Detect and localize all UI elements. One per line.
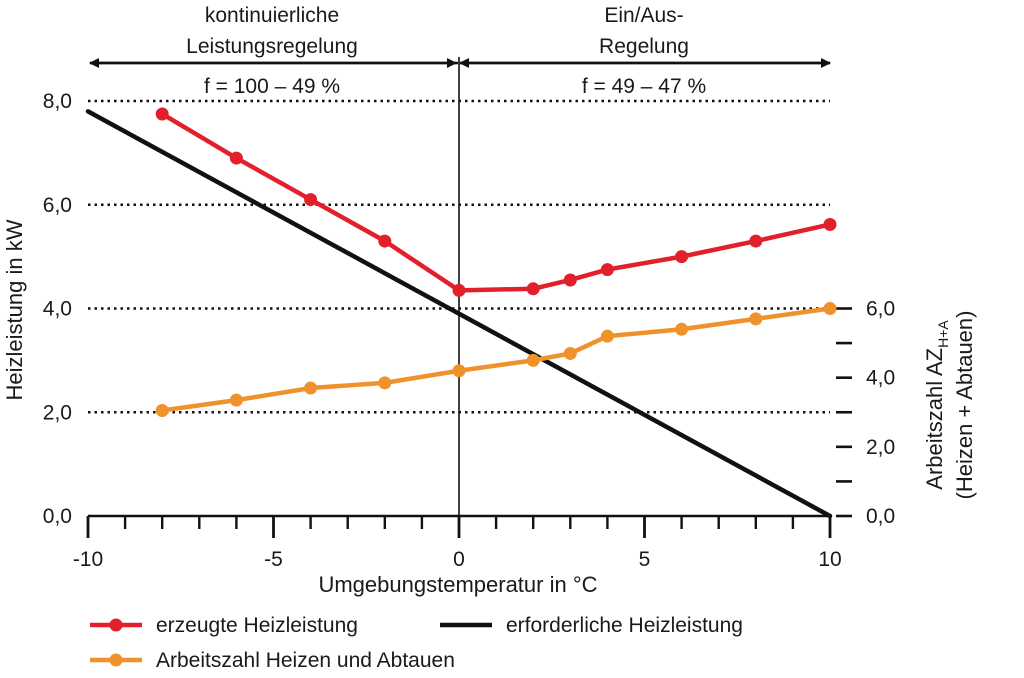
series-point-erzeugte-heizleistung bbox=[378, 234, 392, 248]
series-point-arbeitszahl-heizen-und-abtauen bbox=[563, 346, 577, 360]
y-axis-right-label-sub: H+A bbox=[935, 320, 951, 348]
region-left-label-1: kontinuierliche bbox=[205, 4, 339, 27]
series-point-arbeitszahl-heizen-und-abtauen bbox=[823, 302, 837, 315]
legend-marker-arbeitszahl-heizen-und-abtauen bbox=[109, 653, 123, 667]
y-left-tick-label: 4,0 bbox=[43, 298, 72, 321]
region-left-formula: f = 100 – 49 % bbox=[204, 75, 340, 98]
legend-marker-erzeugte-heizleistung bbox=[109, 618, 123, 632]
series-line-arbeitszahl-heizen-und-abtauen bbox=[159, 306, 833, 413]
y-right-tick-label: 6,0 bbox=[866, 298, 895, 321]
legend-label-erforderliche-heizleistung: erforderliche Heizleistung bbox=[506, 614, 743, 637]
series-point-arbeitszahl-heizen-und-abtauen bbox=[304, 381, 318, 395]
y-right-tick-label: 0,0 bbox=[866, 505, 895, 528]
series-point-arbeitszahl-heizen-und-abtauen bbox=[155, 404, 169, 418]
series-point-arbeitszahl-heizen-und-abtauen bbox=[749, 312, 763, 326]
y-left-tick-label: 2,0 bbox=[43, 401, 72, 424]
series-point-erzeugte-heizleistung bbox=[229, 151, 243, 165]
series-line-erforderliche-heizleistung bbox=[85, 109, 833, 519]
x-tick-label: 5 bbox=[639, 548, 651, 571]
series-point-erzeugte-heizleistung bbox=[563, 273, 577, 287]
series-point-erzeugte-heizleistung bbox=[600, 263, 614, 277]
y-axis-right-label-main: Arbeitszahl AZ bbox=[922, 348, 947, 490]
region-right-label-1: Ein/Aus- bbox=[604, 4, 683, 27]
legend-label-erzeugte-heizleistung: erzeugte Heizleistung bbox=[156, 614, 358, 637]
series-point-arbeitszahl-heizen-und-abtauen bbox=[526, 353, 540, 367]
series-point-arbeitszahl-heizen-und-abtauen bbox=[378, 376, 392, 390]
y-left-tick-label: 0,0 bbox=[43, 505, 72, 528]
x-tick-label: 0 bbox=[453, 548, 465, 571]
region-right-label-2: Regelung bbox=[599, 35, 689, 58]
series-point-arbeitszahl-heizen-und-abtauen bbox=[600, 329, 614, 343]
series-point-erzeugte-heizleistung bbox=[155, 107, 169, 121]
y-right-tick-label: 4,0 bbox=[866, 367, 895, 390]
series-point-erzeugte-heizleistung bbox=[526, 282, 540, 296]
y-left-tick-label: 8,0 bbox=[43, 90, 72, 113]
region-left-label-2: Leistungsregelung bbox=[186, 35, 358, 58]
series-line-erzeugte-heizleistung bbox=[159, 111, 833, 293]
y-right-tick-label: 2,0 bbox=[866, 436, 895, 459]
plot-area: -10 -5 0 5 10 0,0 2,0 4,0 6,0 8,0 0,0 2,0 4,0 6,0 bbox=[43, 57, 895, 571]
series-point-arbeitszahl-heizen-und-abtauen bbox=[229, 393, 243, 407]
series-point-erzeugte-heizleistung bbox=[675, 250, 689, 264]
series-point-arbeitszahl-heizen-und-abtauen bbox=[452, 364, 466, 378]
x-tick-label: -10 bbox=[73, 548, 103, 571]
series-point-erzeugte-heizleistung bbox=[452, 283, 466, 297]
series-point-arbeitszahl-heizen-und-abtauen bbox=[675, 322, 689, 336]
legend-label-arbeitszahl-heizen-und-abtauen: Arbeitszahl Heizen und Abtauen bbox=[156, 649, 455, 672]
y-left-tick-label: 6,0 bbox=[43, 194, 72, 217]
y-axis-left-label: Heizleistung in kW bbox=[2, 219, 27, 400]
y-axis-right-label-2: (Heizen + Abtauen) bbox=[952, 311, 977, 500]
legend: erzeugte Heizleistung erforderliche Heizl… bbox=[90, 614, 743, 672]
series-point-erzeugte-heizleistung bbox=[823, 217, 837, 231]
region-right-formula: f = 49 – 47 % bbox=[582, 75, 706, 98]
x-tick-label: 10 bbox=[818, 548, 841, 571]
x-axis-label: Umgebungstemperatur in °C bbox=[318, 572, 597, 597]
y-axis-right-label: Arbeitszahl AZH+A bbox=[922, 320, 951, 490]
x-tick-label: -5 bbox=[264, 548, 283, 571]
series-point-erzeugte-heizleistung bbox=[749, 234, 763, 248]
series-point-erzeugte-heizleistung bbox=[304, 193, 318, 207]
